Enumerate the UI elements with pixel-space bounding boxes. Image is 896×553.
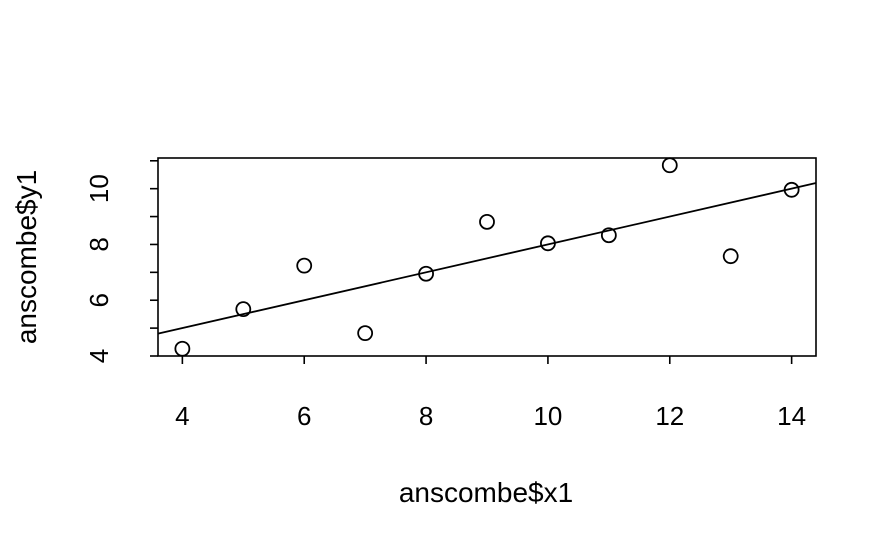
data-point-10 xyxy=(235,301,252,318)
data-point-8 xyxy=(661,157,678,174)
data-point-3 xyxy=(479,213,495,230)
y-tick-label-4: 4 xyxy=(84,349,114,363)
data-point-0 xyxy=(540,235,556,252)
data-point-7 xyxy=(174,340,191,357)
x-tick-label-14: 14 xyxy=(777,401,806,431)
y-tick-label-6: 6 xyxy=(84,293,114,307)
x-tick-label-10: 10 xyxy=(533,401,562,431)
data-point-4 xyxy=(600,227,617,244)
data-points xyxy=(174,157,800,357)
y-tick-label-8: 8 xyxy=(84,237,114,251)
data-point-6 xyxy=(296,257,313,274)
x-tick-label-4: 4 xyxy=(175,401,189,431)
plot-box xyxy=(157,157,817,357)
regression-line-group xyxy=(157,182,817,335)
x-tick-label-8: 8 xyxy=(419,401,433,431)
x-axis: 4 6 8 10 12 14 xyxy=(175,356,806,431)
data-point-1 xyxy=(418,265,434,282)
regression-line xyxy=(157,182,817,335)
y-tick-label-10: 10 xyxy=(84,174,114,203)
y-axis: 4 6 8 10 xyxy=(84,159,158,363)
x-axis-title: anscombe$x1 xyxy=(399,477,573,508)
data-point-5 xyxy=(783,181,800,198)
x-tick-label-6: 6 xyxy=(297,401,311,431)
y-axis-title: anscombe$y1 xyxy=(11,170,42,344)
x-tick-label-12: 12 xyxy=(655,401,684,431)
data-point-9 xyxy=(357,325,374,342)
data-point-2 xyxy=(722,248,739,265)
